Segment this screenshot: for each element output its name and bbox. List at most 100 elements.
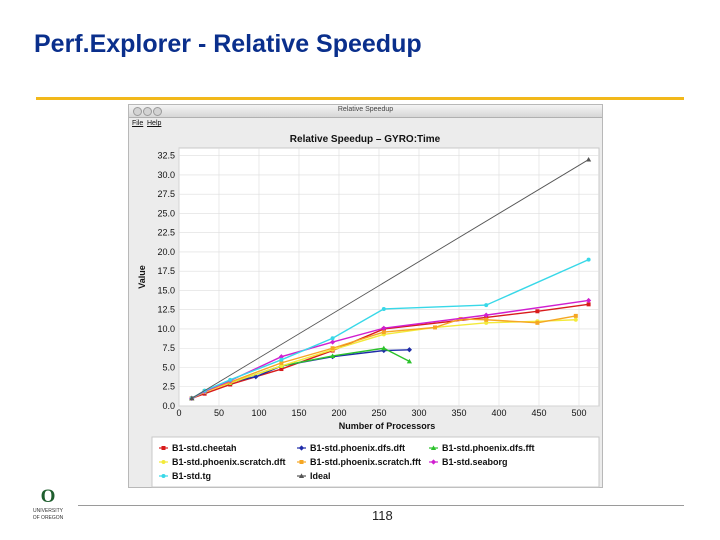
close-window-icon[interactable] — [133, 107, 142, 116]
data-point — [330, 353, 336, 358]
data-point — [483, 312, 489, 318]
data-point — [586, 297, 592, 304]
legend-marker — [298, 445, 305, 451]
legend-marker — [430, 459, 437, 465]
data-point — [279, 367, 284, 372]
data-point — [330, 336, 335, 341]
data-point — [484, 320, 489, 325]
logo-line-2: OF OREGON — [33, 515, 64, 521]
university-of-oregon-logo: O UNIVERSITY OF OREGON — [33, 486, 64, 521]
y-tick-label: 2.5 — [162, 382, 175, 392]
y-axis-label: Value — [137, 265, 147, 289]
x-tick-label: 300 — [411, 408, 426, 418]
y-tick-label: 32.5 — [157, 151, 175, 161]
data-point — [278, 354, 284, 360]
series-line — [191, 259, 589, 399]
legend-box — [151, 436, 600, 488]
y-tick-label: 5.0 — [162, 362, 175, 372]
menu-help[interactable]: Help — [147, 120, 162, 127]
y-tick-label: 20.0 — [157, 247, 175, 257]
legend-marker — [161, 446, 166, 450]
plot-area — [178, 147, 600, 407]
x-tick-label: 50 — [214, 408, 224, 418]
x-axis-label: Number of Processors — [339, 421, 436, 431]
x-axis-tick-labels: 0 50 100 150 200 250 300 350 400 450 500 — [176, 408, 586, 418]
legend-marker — [430, 445, 437, 450]
data-point — [381, 330, 386, 335]
logo-letter: O — [41, 486, 56, 507]
window-title: Relative Speedup — [337, 106, 394, 113]
data-point — [573, 317, 578, 322]
legend-entry-label: B1-std.phoenix.dfs.fft — [442, 443, 535, 453]
data-point — [484, 303, 489, 308]
y-tick-label: 7.5 — [162, 343, 175, 353]
data-point — [406, 347, 412, 353]
data-point — [586, 302, 591, 307]
window-titlebar[interactable]: Relative Speedup — [129, 105, 602, 118]
x-tick-label: 100 — [251, 408, 266, 418]
logo-line-1: UNIVERSITY — [33, 508, 64, 514]
x-tick-label: 500 — [571, 408, 586, 418]
minimize-window-icon[interactable] — [143, 107, 152, 116]
data-point — [381, 345, 387, 351]
data-point — [535, 320, 540, 325]
footer-rule — [78, 505, 684, 506]
y-tick-label: 25.0 — [157, 208, 175, 218]
data-point — [381, 347, 387, 354]
x-tick-label: 350 — [451, 408, 466, 418]
legend-entry-label: Ideal — [310, 471, 331, 481]
title-underline-rule — [36, 97, 684, 100]
data-point — [189, 395, 195, 401]
legend-marker — [299, 460, 304, 464]
y-tick-label: 15.0 — [157, 285, 175, 295]
y-tick-label: 27.5 — [157, 189, 175, 199]
y-tick-label: 22.5 — [157, 228, 175, 238]
data-point — [484, 317, 489, 322]
speedup-window: Relative Speedup File Help Relative Spee… — [128, 104, 603, 488]
x-tick-label: 150 — [291, 408, 306, 418]
legend-entry-label: B1-std.tg — [172, 471, 211, 481]
menu-bar: File Help — [129, 118, 602, 130]
y-tick-label: 12.5 — [157, 305, 175, 315]
data-point — [573, 313, 578, 318]
menu-file[interactable]: File — [132, 120, 144, 127]
legend: B1-std.cheetah B1-std.phoenix.dfs.dft B1-s… — [159, 443, 535, 481]
y-tick-label: 17.5 — [157, 266, 175, 276]
data-point — [381, 306, 386, 311]
data-point — [279, 360, 284, 365]
x-tick-label: 250 — [371, 408, 386, 418]
series-line — [191, 319, 576, 399]
legend-marker — [161, 474, 166, 478]
legend-entry-label: B1-std.phoenix.scratch.fft — [310, 457, 421, 467]
data-point — [228, 377, 233, 382]
series-line — [191, 159, 589, 399]
legend-entry-label: B1-std.phoenix.dfs.dft — [310, 443, 405, 453]
legend-marker — [298, 473, 305, 478]
x-tick-label: 400 — [491, 408, 506, 418]
series-7 — [189, 156, 592, 401]
y-axis-tick-labels: 0.0 2.5 5.0 7.5 10.0 12.5 15.0 17.5 20.0 22.5 25.0… — [157, 151, 175, 411]
legend-entry-label: B1-std.phoenix.scratch.dft — [172, 457, 286, 467]
y-tick-label: 0.0 — [162, 401, 175, 411]
legend-entry-label: B1-std.seaborg — [442, 457, 508, 467]
x-tick-label: 200 — [331, 408, 346, 418]
legend-marker — [161, 460, 166, 464]
y-tick-label: 30.0 — [157, 170, 175, 180]
data-point — [406, 358, 412, 364]
slide-title: Perf.Explorer - Relative Speedup — [34, 30, 422, 58]
data-point — [586, 156, 592, 162]
x-tick-label: 0 — [176, 408, 181, 418]
x-tick-label: 450 — [531, 408, 546, 418]
data-point — [433, 325, 437, 330]
page-number: 118 — [372, 508, 393, 523]
y-tick-label: 10.0 — [157, 324, 175, 334]
zoom-window-icon[interactable] — [153, 107, 162, 116]
data-point — [279, 363, 284, 368]
data-point — [535, 309, 540, 314]
chart-title: Relative Speedup – GYRO:Time — [290, 134, 441, 145]
data-point — [330, 346, 335, 351]
data-point — [279, 357, 284, 362]
series-layer — [189, 156, 592, 401]
data-point — [586, 257, 591, 262]
legend-entry-label: B1-std.cheetah — [172, 443, 237, 453]
